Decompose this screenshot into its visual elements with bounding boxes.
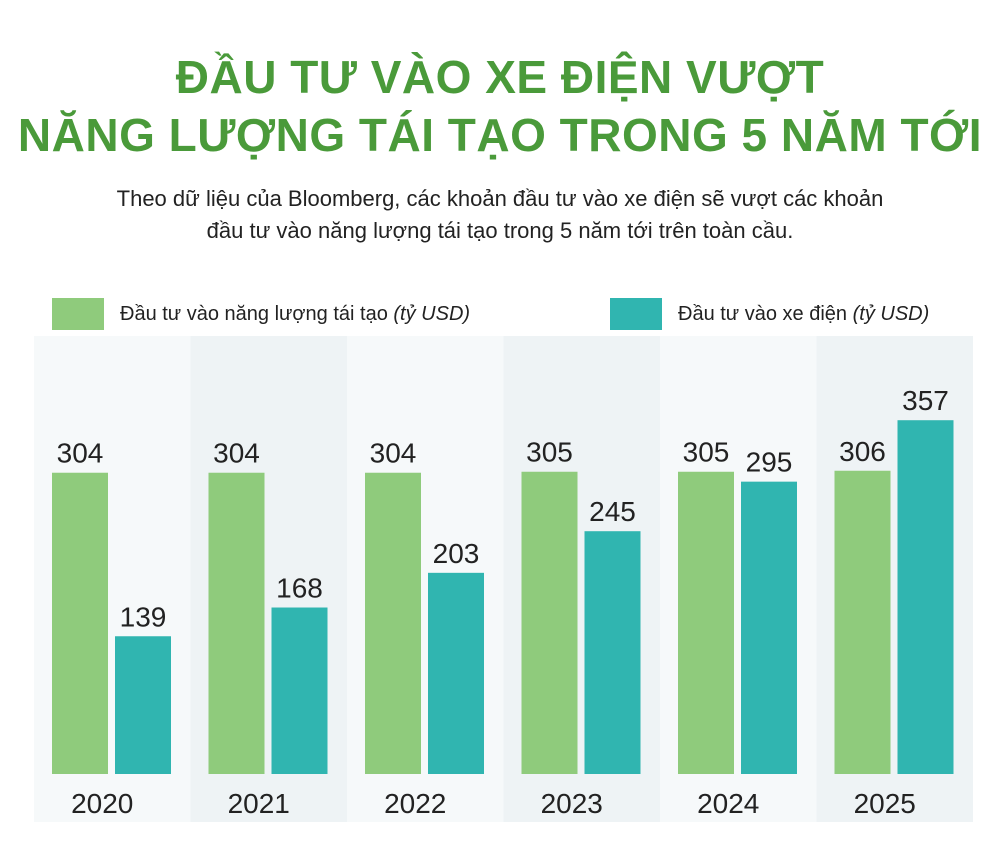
- year-label-2024: 2024: [697, 788, 759, 819]
- value-label-renewable-2025: 306: [839, 436, 886, 467]
- bar-ev-2021: [271, 607, 328, 774]
- value-label-ev-2021: 168: [276, 573, 323, 604]
- year-label-2023: 2023: [541, 788, 603, 819]
- bar-chart: 304 139 2020 304 168 2021 304 203 2022 305 245 2023…: [34, 336, 973, 822]
- bar-renewable-2023: [521, 471, 578, 774]
- value-label-ev-2022: 203: [433, 538, 480, 569]
- value-label-ev-2024: 295: [746, 447, 793, 478]
- legend-label-ev: Đầu tư vào xe điện (tỷ USD): [678, 303, 929, 326]
- value-label-ev-2020: 139: [120, 601, 167, 632]
- subtitle-line-2: đầu tư vào năng lượng tái tạo trong 5 nă…: [206, 218, 794, 243]
- value-label-renewable-2022: 304: [370, 438, 417, 469]
- legend-swatch-renewable: [52, 298, 104, 330]
- bar-renewable-2025: [834, 470, 891, 774]
- bar-renewable-2021: [208, 472, 265, 774]
- legend-label-renewable: Đầu tư vào năng lượng tái tạo (tỷ USD): [120, 303, 470, 326]
- bar-ev-2023: [584, 531, 641, 774]
- subtitle-line-1: Theo dữ liệu của Bloomberg, các khoản đầ…: [116, 186, 884, 211]
- title-line-2: NĂNG LƯỢNG TÁI TẠO TRONG 5 NĂM TỚI: [17, 109, 983, 161]
- legend-swatch-ev: [610, 298, 662, 330]
- bar-renewable-2022: [365, 472, 421, 774]
- year-label-2021: 2021: [228, 788, 290, 819]
- bar-renewable-2020: [52, 472, 108, 774]
- legend-renewable-text: Đầu tư vào năng lượng tái tạo: [120, 302, 394, 325]
- bar-ev-2022: [428, 572, 484, 774]
- bar-ev-2020: [115, 636, 171, 774]
- legend-item-renewable: Đầu tư vào năng lượng tái tạo (tỷ USD): [52, 297, 470, 331]
- value-label-renewable-2021: 304: [213, 438, 260, 469]
- year-label-2022: 2022: [384, 788, 446, 819]
- value-label-ev-2025: 357: [902, 385, 949, 416]
- title-line-1: ĐẦU TƯ VÀO XE ĐIỆN VƯỢT: [175, 51, 825, 103]
- legend-renewable-unit: (tỷ USD): [393, 302, 471, 325]
- value-label-renewable-2024: 305: [683, 437, 730, 468]
- legend-ev-text: Đầu tư vào xe điện: [678, 302, 853, 325]
- bar-ev-2025: [897, 420, 954, 774]
- legend-ev-unit: (tỷ USD): [852, 302, 930, 325]
- legend: Đầu tư vào năng lượng tái tạo (tỷ USD) Đ…: [0, 297, 1000, 331]
- year-label-2025: 2025: [854, 788, 916, 819]
- legend-item-ev: Đầu tư vào xe điện (tỷ USD): [610, 297, 929, 331]
- value-label-renewable-2023: 305: [526, 437, 573, 468]
- value-label-renewable-2020: 304: [57, 438, 104, 469]
- bar-renewable-2024: [678, 471, 734, 774]
- chart-subtitle: Theo dữ liệu của Bloomberg, các khoản đầ…: [60, 183, 940, 247]
- chart-title: ĐẦU TƯ VÀO XE ĐIỆN VƯỢT NĂNG LƯỢNG TÁI T…: [0, 48, 1000, 164]
- year-label-2020: 2020: [71, 788, 133, 819]
- value-label-ev-2023: 245: [589, 496, 636, 527]
- bar-ev-2024: [741, 481, 797, 774]
